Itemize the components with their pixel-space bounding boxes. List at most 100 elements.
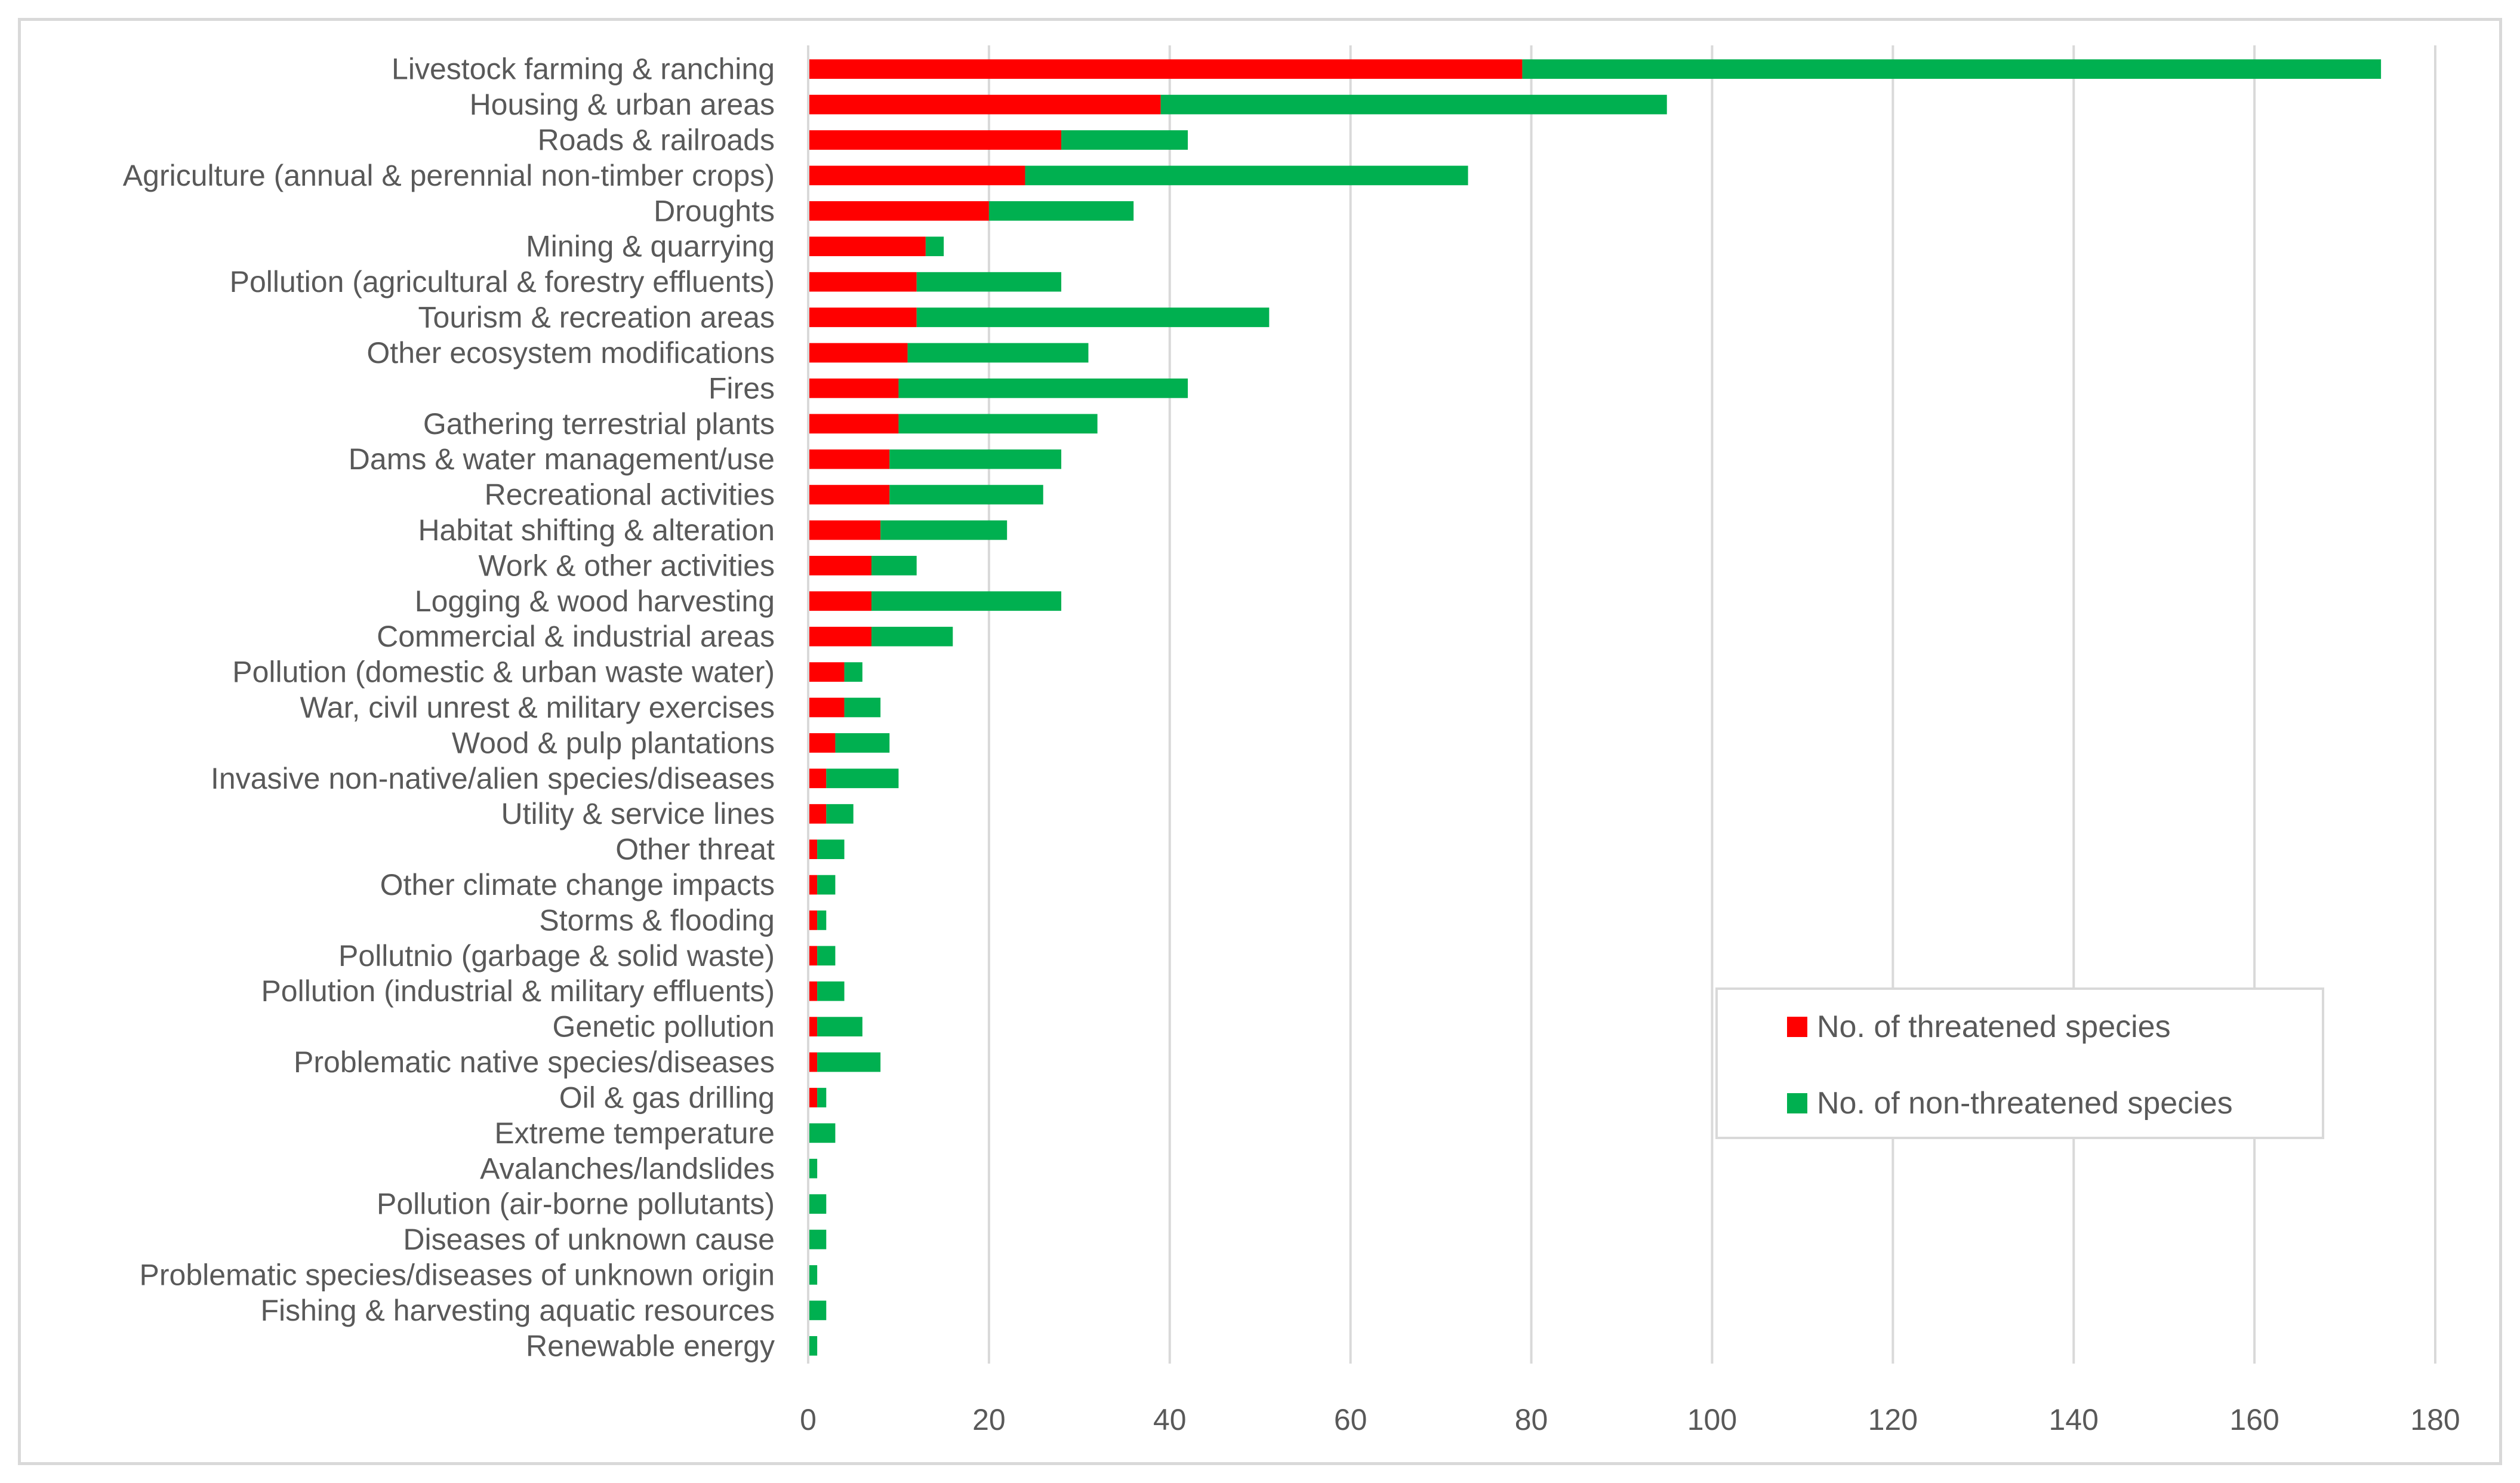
bar-threatened-26 — [808, 981, 818, 1001]
category-label-25: Pollutnio (garbage & solid waste) — [338, 939, 775, 973]
legend-box — [1715, 987, 2324, 1139]
legend-label-non-threatened: No. of non-threatened species — [1817, 1086, 2233, 1121]
category-label-0: Livestock farming & ranching — [392, 53, 775, 86]
bar-threatened-10 — [808, 414, 899, 434]
bar-threatened-14 — [808, 556, 872, 576]
category-label-35: Fishing & harvesting aquatic resources — [260, 1294, 775, 1327]
bar-non-threatened-0 — [1522, 59, 2382, 79]
bar-threatened-12 — [808, 485, 890, 504]
bar-non-threatened-32 — [808, 1194, 827, 1214]
gridlines — [807, 45, 2436, 1364]
bar-threatened-6 — [808, 272, 917, 292]
bar-non-threatened-21 — [826, 804, 854, 824]
category-label-10: Gathering terrestrial plants — [423, 407, 775, 441]
category-label-19: Wood & pulp plantations — [452, 726, 775, 759]
bar-non-threatened-16 — [871, 626, 953, 647]
legend-label-threatened: No. of threatened species — [1817, 1010, 2171, 1044]
bar-non-threatened-25 — [817, 946, 836, 966]
x-tick-label-40: 40 — [1153, 1403, 1187, 1436]
bar-threatened-4 — [808, 201, 989, 221]
bar-non-threatened-15 — [871, 591, 1062, 611]
bar-non-threatened-5 — [925, 236, 944, 257]
category-label-15: Logging & wood harvesting — [415, 584, 775, 618]
bar-threatened-7 — [808, 307, 917, 327]
x-tick-label-140: 140 — [2049, 1403, 2099, 1436]
legend: No. of threatened species No. of non-thr… — [1715, 987, 2324, 1139]
x-tick-label-100: 100 — [1687, 1403, 1737, 1436]
bar-threatened-27 — [808, 1017, 818, 1036]
category-label-7: Tourism & recreation areas — [418, 301, 775, 334]
category-label-20: Invasive non-native/alien species/diseas… — [211, 762, 775, 795]
bar-non-threatened-13 — [880, 520, 1008, 540]
bar-non-threatened-31 — [808, 1158, 818, 1179]
x-tick-label-180: 180 — [2410, 1403, 2460, 1436]
bar-non-threatened-35 — [808, 1300, 827, 1321]
bar-threatened-20 — [808, 768, 827, 789]
x-tick-label-20: 20 — [972, 1403, 1006, 1436]
bar-non-threatened-12 — [889, 485, 1043, 504]
category-label-6: Pollution (agricultural & forestry efflu… — [230, 265, 775, 299]
bar-non-threatened-36 — [808, 1336, 818, 1356]
x-tick-label-0: 0 — [800, 1403, 817, 1436]
bar-non-threatened-2 — [1061, 130, 1188, 150]
category-label-11: Dams & water management/use — [349, 442, 775, 476]
category-label-3: Agriculture (annual & perennial non-timb… — [123, 159, 775, 192]
bar-threatened-29 — [808, 1088, 818, 1107]
x-tick-label-60: 60 — [1334, 1403, 1367, 1436]
category-label-18: War, civil unrest & military exercises — [300, 691, 775, 724]
bar-non-threatened-29 — [817, 1088, 827, 1107]
category-label-27: Genetic pollution — [553, 1010, 775, 1044]
bar-threatened-13 — [808, 520, 881, 540]
bar-threatened-2 — [808, 130, 1062, 150]
bar-threatened-19 — [808, 733, 836, 753]
bar-non-threatened-18 — [844, 697, 881, 718]
bar-threatened-16 — [808, 626, 872, 647]
x-axis-tick-labels: 0 20 40 60 80 100 120 140 160 180 — [800, 1403, 2460, 1436]
bar-non-threatened-22 — [817, 839, 845, 859]
bar-threatened-22 — [808, 839, 818, 859]
bar-non-threatened-34 — [808, 1265, 818, 1285]
bar-non-threatened-23 — [817, 875, 836, 895]
category-label-13: Habitat shifting & alteration — [418, 513, 775, 547]
bar-non-threatened-14 — [871, 556, 917, 576]
category-label-33: Diseases of unknown cause — [403, 1223, 775, 1256]
bar-non-threatened-11 — [889, 449, 1062, 469]
bar-non-threatened-4 — [988, 201, 1134, 221]
bar-threatened-25 — [808, 946, 818, 966]
category-label-8: Other ecosystem modifications — [366, 336, 775, 370]
category-label-34: Problematic species/diseases of unknown … — [140, 1258, 775, 1291]
category-label-16: Commercial & industrial areas — [377, 620, 775, 653]
category-label-31: Avalanches/landslides — [480, 1152, 775, 1185]
bar-non-threatened-7 — [916, 307, 1270, 327]
bar-threatened-0 — [808, 59, 1523, 79]
category-label-36: Renewable energy — [526, 1329, 775, 1362]
bar-threatened-28 — [808, 1052, 818, 1072]
bar-non-threatened-30 — [808, 1123, 836, 1143]
bar-non-threatened-19 — [835, 733, 890, 753]
category-label-32: Pollution (air-borne pollutants) — [377, 1187, 775, 1221]
bar-non-threatened-27 — [817, 1017, 862, 1036]
category-label-1: Housing & urban areas — [470, 88, 775, 121]
bar-threatened-17 — [808, 662, 845, 682]
bar-non-threatened-10 — [898, 414, 1098, 434]
category-label-21: Utility & service lines — [501, 797, 775, 830]
category-label-28: Problematic native species/diseases — [294, 1045, 775, 1079]
bar-threatened-1 — [808, 94, 1161, 115]
category-label-29: Oil & gas drilling — [559, 1081, 775, 1114]
category-label-24: Storms & flooding — [539, 903, 775, 937]
category-label-12: Recreational activities — [485, 478, 775, 512]
category-label-26: Pollution (industrial & military effluen… — [261, 974, 775, 1008]
category-label-14: Work & other activities — [479, 549, 775, 582]
category-label-5: Mining & quarrying — [526, 230, 775, 263]
bar-non-threatened-28 — [817, 1052, 881, 1072]
bar-threatened-8 — [808, 343, 908, 363]
x-tick-label-120: 120 — [1868, 1403, 1918, 1436]
chart-frame — [18, 18, 2502, 1465]
bar-threatened-11 — [808, 449, 890, 469]
bar-non-threatened-33 — [808, 1229, 827, 1250]
bar-threatened-5 — [808, 236, 926, 257]
category-label-9: Fires — [708, 371, 775, 405]
category-label-23: Other climate change impacts — [380, 868, 775, 902]
